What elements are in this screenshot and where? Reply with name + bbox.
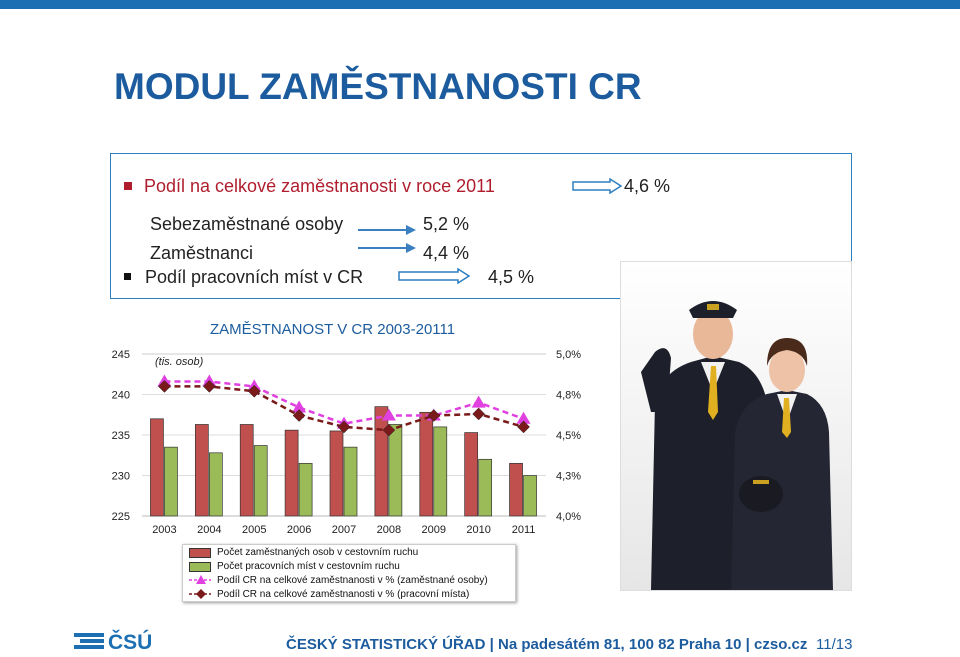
point-share-jobs: [382, 423, 396, 437]
point-share-jobs: [202, 380, 216, 393]
arrow-employees-icon: [358, 243, 416, 253]
bar-employed: [509, 463, 523, 517]
x-tick-label: 2008: [377, 524, 401, 536]
bar-jobs: [478, 458, 493, 517]
bar-employed: [329, 430, 344, 517]
legend-swatch-line-triangle: [189, 575, 211, 584]
x-tick-label: 2010: [466, 524, 490, 536]
total-share-value: 4,6 %: [624, 176, 671, 196]
legend-item-jobs: Počet pracovních míst v cestovním ruchu: [217, 561, 400, 572]
bar-employed: [239, 424, 254, 517]
page-number: 11/13: [816, 636, 853, 653]
bar-jobs: [253, 445, 268, 517]
x-tick-label: 2004: [197, 524, 221, 536]
y-left-tick-label: 240: [112, 390, 130, 402]
footer-text: ČESKÝ STATISTICKÝ ÚŘAD | Na padesátém 81…: [286, 636, 808, 653]
bar-employed: [464, 432, 479, 517]
point-share-jobs: [472, 407, 486, 421]
pilots-photo: [621, 262, 851, 590]
legend-swatch-bar-red: [189, 548, 211, 558]
top-bar: [0, 0, 960, 9]
y-left-tick-label: 230: [112, 471, 130, 483]
point-share-jobs: [292, 409, 306, 422]
point-share-employed: [516, 411, 531, 424]
x-tick-label: 2009: [422, 524, 446, 536]
x-tick-label: 2003: [152, 524, 176, 536]
chart-legend: Počet zaměstnaných osob v cestovním ruch…: [182, 544, 516, 602]
y-left-tick-label: 225: [112, 511, 130, 523]
page-title: MODUL ZAMĚSTNANOSTI CR: [114, 66, 642, 107]
arrow-jobs-icon: [398, 268, 470, 284]
point-share-jobs: [247, 384, 261, 398]
bar-jobs: [523, 475, 537, 517]
x-tick-label: 2007: [332, 524, 356, 536]
point-share-employed: [292, 400, 307, 413]
bar-jobs: [388, 424, 403, 517]
arrow-self-employed-icon: [358, 225, 416, 235]
csu-logo: ČSÚ: [74, 630, 152, 652]
bar-employed: [284, 429, 299, 517]
chart-title: ZAMĚSTNANOST V CR 2003-20111: [210, 321, 456, 338]
x-tick-label: 2005: [242, 524, 266, 536]
point-share-jobs: [158, 380, 171, 393]
bar-jobs: [433, 426, 448, 517]
legend-item-share-jobs: Podíl CR na celkové zaměstnanosti v % (p…: [217, 589, 470, 600]
employees-label: Zaměstnanci: [150, 243, 254, 263]
jobs-share-line: Podíl pracovních míst v CR: [124, 267, 363, 288]
point-share-employed: [381, 408, 396, 421]
jobs-share-value: 4,5 %: [488, 267, 535, 287]
bar-employed: [194, 424, 209, 517]
chart-unit-label: (tis. osob): [155, 356, 204, 368]
summary-line-total: Podíl na celkové zaměstnanosti v roce 20…: [124, 176, 495, 197]
bar-jobs: [164, 446, 178, 517]
y-right-tick-label: 4,8%: [556, 390, 581, 402]
x-tick-label: 2011: [512, 524, 536, 536]
point-share-jobs: [517, 420, 530, 434]
arrow-right-icon: [572, 178, 622, 194]
y-right-tick-label: 4,3%: [556, 471, 581, 483]
svg-text:ČSÚ: ČSÚ: [108, 630, 152, 652]
y-left-tick-label: 245: [112, 349, 130, 361]
y-right-tick-label: 5,0%: [556, 349, 581, 361]
jobs-share-label: Podíl pracovních míst v CR: [145, 267, 364, 287]
point-share-jobs: [427, 409, 441, 422]
self-employed-value: 5,2 %: [423, 214, 470, 234]
point-share-jobs: [337, 420, 351, 434]
bullet-square-icon: [124, 182, 132, 190]
legend-item-share-employed: Podíl CR na celkové zaměstnanosti v % (z…: [217, 575, 488, 586]
bar-jobs: [298, 463, 313, 517]
legend-swatch-line-diamond: [189, 589, 211, 599]
total-share-label: Podíl na celkové zaměstnanosti v roce 20…: [144, 176, 495, 196]
bullet-small-square-icon: [124, 273, 131, 280]
legend-swatch-bar-green: [189, 562, 211, 572]
employees-value: 4,4 %: [423, 243, 470, 263]
self-employed-label: Sebezaměstnané osoby: [150, 214, 344, 234]
x-tick-label: 2006: [287, 524, 311, 536]
y-right-tick-label: 4,5%: [556, 430, 581, 442]
bar-jobs: [208, 452, 223, 517]
bar-jobs: [343, 446, 358, 517]
bar-employed: [419, 411, 434, 517]
y-left-tick-label: 235: [112, 430, 130, 442]
point-share-employed: [471, 395, 486, 408]
bar-employed: [374, 406, 389, 517]
legend-item-employed: Počet zaměstnaných osob v cestovním ruch…: [217, 547, 419, 558]
bar-employed: [150, 418, 164, 517]
y-right-tick-label: 4,0%: [556, 511, 581, 523]
